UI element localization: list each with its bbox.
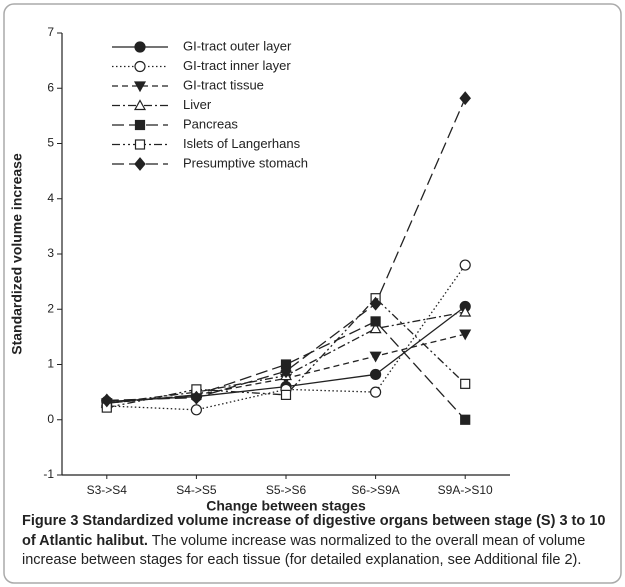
- legend-marker: [134, 60, 146, 73]
- legend-marker: [134, 139, 146, 150]
- legend-label: Pancreas: [183, 116, 238, 131]
- data-point: [459, 305, 472, 317]
- data-point: [190, 390, 203, 405]
- y-tick-label: 1: [47, 357, 54, 371]
- x-tick-label: S5->S6: [266, 483, 307, 497]
- x-tick-label: S3->S4: [87, 483, 128, 497]
- legend-label: Liver: [183, 97, 212, 112]
- series-line: [106, 320, 466, 421]
- legend-label: GI-tract inner layer: [183, 58, 291, 73]
- data-point: [280, 364, 292, 379]
- data-point: [370, 368, 382, 381]
- series-line: [106, 97, 466, 402]
- caption-text: The volume increase was normalized to th…: [22, 532, 586, 569]
- y-tick-label: 2: [47, 301, 54, 315]
- x-tick-label: S4->S5: [176, 483, 217, 497]
- x-tick-label: S6->S9A: [351, 483, 399, 497]
- frame: [3, 3, 622, 584]
- legend-label: Presumptive stomach: [183, 155, 308, 170]
- legend-label: GI-tract outer layer: [183, 38, 292, 53]
- data-point: [460, 378, 471, 389]
- y-tick-label: 5: [47, 136, 54, 150]
- data-point: [280, 389, 292, 400]
- y-axis-title: Standardized volume increase: [9, 153, 25, 355]
- data-point: [369, 296, 382, 311]
- y-tick-label: 0: [47, 412, 54, 426]
- y-tick-label: -1: [43, 467, 54, 481]
- legend-marker: [133, 99, 147, 111]
- legend-label: GI-tract tissue: [183, 77, 264, 92]
- data-point: [370, 386, 382, 398]
- data-point: [459, 329, 472, 341]
- legend-marker: [134, 157, 146, 171]
- data-point: [460, 414, 471, 425]
- data-point: [370, 316, 381, 327]
- y-tick-label: 3: [47, 246, 54, 260]
- data-point: [369, 322, 382, 334]
- legend-marker: [134, 119, 146, 131]
- caption: Figure 3 Standardized volume increase of…: [22, 512, 614, 571]
- data-point: [190, 404, 202, 416]
- legend-marker: [134, 41, 146, 53]
- y-tick-label: 6: [47, 80, 54, 94]
- y-tick-label: 4: [47, 191, 54, 205]
- caption-title: Figure 3 Standardized volume increase of…: [22, 513, 606, 549]
- data-point: [459, 91, 471, 106]
- legend-label: Islets of Langerhans: [183, 136, 301, 151]
- legend-marker: [133, 81, 147, 93]
- data-point: [459, 259, 471, 271]
- y-tick-label: 7: [47, 25, 54, 39]
- x-axis-title: Change between stages: [206, 498, 366, 514]
- data-point: [369, 351, 382, 363]
- data-point: [101, 393, 113, 408]
- x-tick-label: S9A->S10: [438, 483, 493, 497]
